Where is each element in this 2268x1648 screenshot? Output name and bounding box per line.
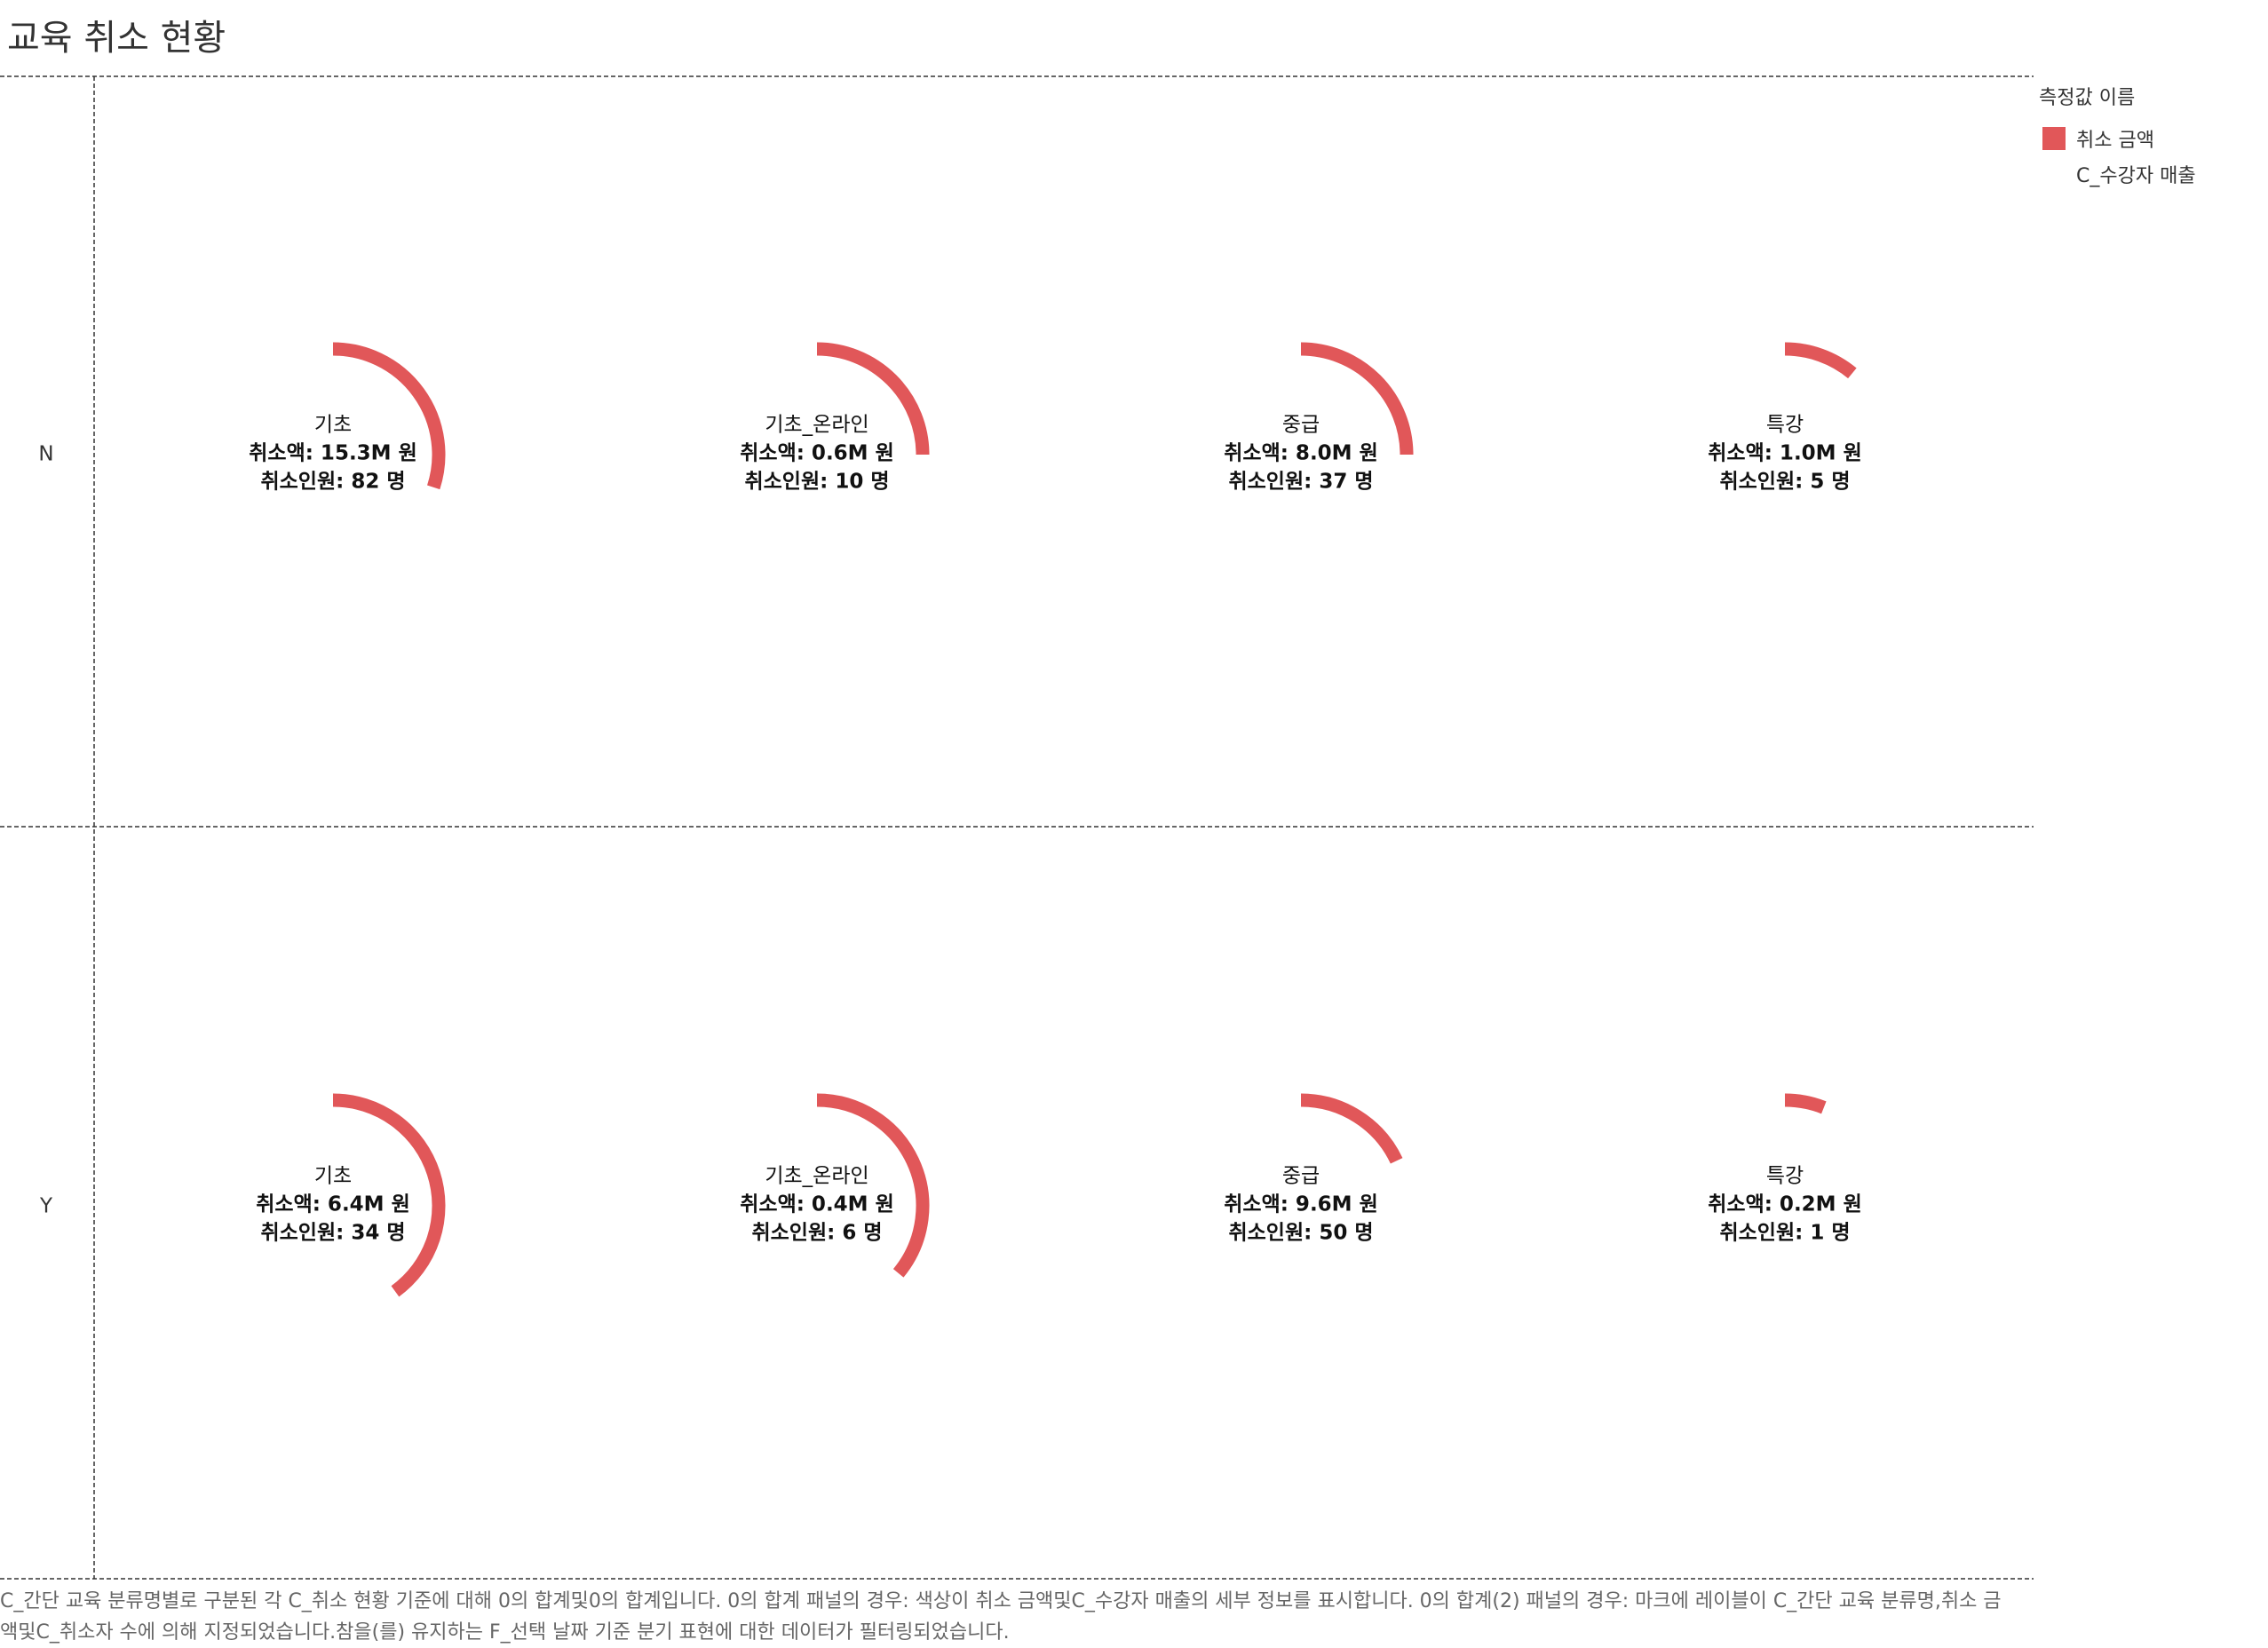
cell-amount-label-n-3: 취소액: 1.0M 원	[1708, 442, 1861, 465]
cell-amount-label-n-2: 취소액: 8.0M 원	[1224, 442, 1377, 465]
cell-name-label-y-0: 기초	[314, 1165, 352, 1188]
cell-name-label-y-1: 기초_온라인	[765, 1165, 868, 1188]
cell-name-label-y-3: 특강	[1766, 1165, 1804, 1188]
cell-amount-label-y-0: 취소액: 6.4M 원	[256, 1193, 409, 1216]
legend-label-student-sales: C_수강자 매출	[2076, 165, 2196, 187]
legend-title: 측정값 이름	[2039, 87, 2136, 109]
grid-lines	[0, 75, 2034, 1580]
cell-count-label-y-0: 취소인원: 34 명	[260, 1222, 405, 1245]
cell-name-label-n-0: 기초	[314, 414, 352, 437]
caption-footnote: C_간단 교육 분류명별로 구분된 각 C_취소 현황 기준에 대해 0의 합계…	[0, 1590, 2002, 1644]
legend-label-cancel-amount: 취소 금액	[2076, 130, 2154, 152]
cell-count-label-y-1: 취소인원: 6 명	[751, 1222, 882, 1245]
donut-arc-n-0[interactable]	[332, 342, 446, 490]
donut-arc-n-2[interactable]	[1300, 342, 1414, 456]
cell-count-label-y-2: 취소인원: 50 명	[1228, 1222, 1373, 1245]
cell-name-label-n-2: 중급	[1282, 414, 1320, 437]
cell-amount-label-y-1: 취소액: 0.4M 원	[740, 1193, 893, 1216]
donut-arc-y-3[interactable]	[1784, 1093, 1827, 1114]
cell-amount-label-y-2: 취소액: 9.6M 원	[1224, 1193, 1377, 1216]
page-title: 교육 취소 현황	[7, 18, 226, 59]
cell-count-label-n-3: 취소인원: 5 명	[1719, 471, 1850, 494]
cell-count-label-n-1: 취소인원: 10 명	[744, 471, 889, 494]
donut-arc-y-0[interactable]	[332, 1093, 446, 1297]
donut-arc-y-1[interactable]	[816, 1093, 930, 1278]
cell-amount-label-y-3: 취소액: 0.2M 원	[1708, 1193, 1861, 1216]
cell-amount-label-n-1: 취소액: 0.6M 원	[740, 442, 893, 465]
row-label-n: N	[38, 443, 53, 466]
cell-name-label-y-2: 중급	[1282, 1165, 1320, 1188]
cell-count-label-y-3: 취소인원: 1 명	[1719, 1222, 1850, 1245]
cell-count-label-n-2: 취소인원: 37 명	[1228, 471, 1373, 494]
legend-swatch-student-sales	[2042, 162, 2066, 186]
donut-arc-n-1[interactable]	[816, 342, 930, 456]
row-label-y: Y	[39, 1195, 53, 1218]
donut-arc-y-2[interactable]	[1300, 1093, 1403, 1164]
legend-item-cancel-amount[interactable]: 취소 금액	[2039, 121, 2196, 156]
cell-amount-label-n-0: 취소액: 15.3M 원	[249, 442, 417, 465]
cell-name-label-n-3: 특강	[1766, 414, 1804, 437]
cell-count-label-n-0: 취소인원: 82 명	[260, 471, 405, 494]
legend-swatch-cancel-amount	[2042, 127, 2066, 150]
legend: 측정값 이름 취소 금액 C_수강자 매출	[2039, 82, 2196, 192]
cell-name-label-n-1: 기초_온라인	[765, 414, 868, 437]
legend-item-student-sales[interactable]: C_수강자 매출	[2039, 156, 2196, 192]
donut-arc-n-3[interactable]	[1784, 342, 1857, 379]
